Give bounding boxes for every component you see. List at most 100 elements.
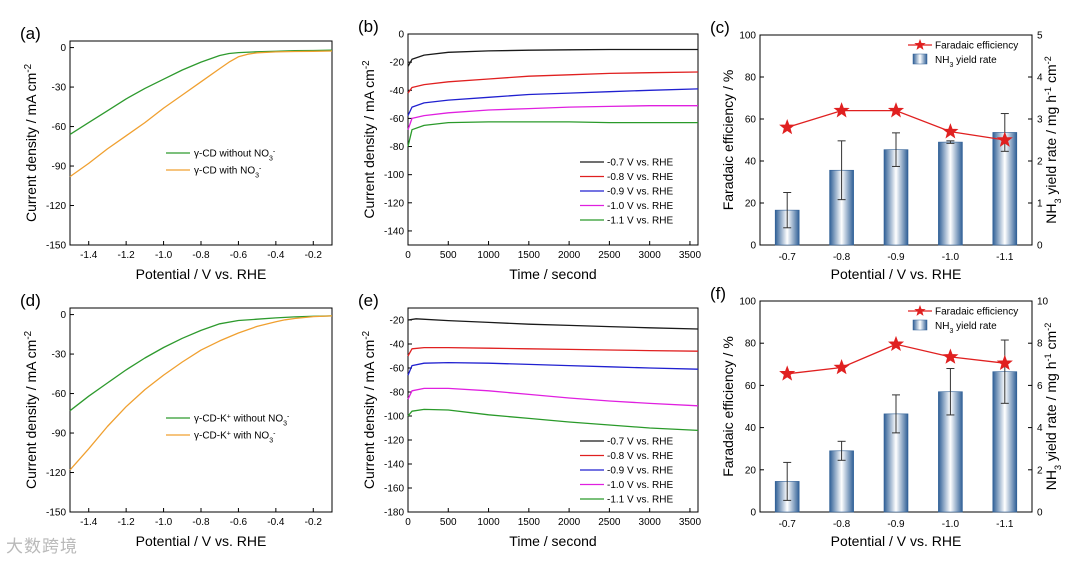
y2-axis-title: NH3 yield rate / mg h-1 cm-2 bbox=[1043, 56, 1063, 224]
y-tick-label: 100 bbox=[739, 297, 756, 308]
x-tick-label: -0.7 bbox=[779, 519, 797, 530]
y-axis-title: Current density / mA cm-2 bbox=[361, 60, 378, 218]
y-tick-label: -60 bbox=[390, 114, 405, 125]
x-tick-label: -0.8 bbox=[833, 519, 851, 530]
x-tick-label: 3500 bbox=[679, 517, 702, 528]
legend-star-icon bbox=[914, 305, 926, 316]
bar-nh3-yield-0-8 bbox=[829, 450, 854, 513]
y-tick-label: -20 bbox=[390, 58, 405, 69]
y2-tick-label: 5 bbox=[1037, 31, 1043, 42]
fe-point-0-8 bbox=[833, 359, 850, 375]
y-tick-label: 60 bbox=[745, 381, 757, 392]
x-tick-label: -1.0 bbox=[155, 250, 173, 261]
x-tick-label: -1.1 bbox=[996, 519, 1014, 530]
x-tick-label: -1.4 bbox=[80, 517, 98, 528]
legend-label-0-8-v-vs-rhe: -0.8 V vs. RHE bbox=[607, 172, 673, 183]
x-tick-label: 500 bbox=[440, 517, 457, 528]
x-tick-label: 1000 bbox=[477, 517, 500, 528]
legend-swatch bbox=[912, 53, 928, 65]
x-tick-label: -1.4 bbox=[80, 250, 98, 261]
y-tick-label: -80 bbox=[390, 388, 405, 399]
panel-b: 0 -20 -40 -60 -80 -100 -120 -140 0 500 1000 1500 200… bbox=[358, 17, 702, 282]
y2-tick-label: 4 bbox=[1037, 73, 1043, 84]
series-line-faradaic-efficiency bbox=[787, 343, 1005, 375]
x-tick-label: -0.9 bbox=[887, 252, 905, 263]
y-tick-label: -120 bbox=[384, 436, 404, 447]
y-tick-label: -40 bbox=[390, 86, 405, 97]
x-tick-label: -0.8 bbox=[192, 517, 210, 528]
y-tick-label: -60 bbox=[52, 122, 67, 133]
x-tick-label: 2500 bbox=[598, 250, 621, 261]
x-tick-label: -0.6 bbox=[230, 250, 248, 261]
x-tick-label: -0.4 bbox=[267, 517, 285, 528]
legend-label-0-8-v-vs-rhe: -0.8 V vs. RHE bbox=[607, 451, 673, 462]
y2-tick-label: 10 bbox=[1037, 297, 1049, 308]
x-tick-label: -1.0 bbox=[942, 252, 960, 263]
y-axis-title: Current density / mA cm-2 bbox=[361, 331, 378, 489]
y-tick-label: 0 bbox=[60, 310, 66, 321]
y2-tick-label: 0 bbox=[1037, 241, 1043, 252]
fe-point-0-7 bbox=[779, 118, 796, 135]
panel-label-c: (c) bbox=[710, 18, 730, 37]
y-tick-label: 0 bbox=[750, 508, 756, 519]
watermark-text: 大数跨境 bbox=[6, 537, 78, 556]
y-tick-label: -90 bbox=[52, 162, 67, 173]
y2-tick-label: 4 bbox=[1037, 423, 1043, 434]
series-line-1-1-v-vs-rhe bbox=[407, 121, 698, 147]
y-tick-label: 0 bbox=[60, 43, 66, 54]
legend-label-1-1-v-vs-rhe: -1.1 V vs. RHE bbox=[607, 495, 673, 506]
fe-point-1-0 bbox=[942, 348, 959, 364]
series-line-gamma-cd-k-with-no3 bbox=[69, 315, 333, 471]
plot-frame bbox=[407, 33, 699, 246]
x-tick-label: -0.7 bbox=[779, 252, 797, 263]
x-tick-label: 3500 bbox=[679, 250, 702, 261]
y2-tick-label: 2 bbox=[1037, 465, 1043, 476]
y2-tick-label: 1 bbox=[1037, 199, 1043, 210]
y-tick-label: 20 bbox=[745, 465, 757, 476]
legend-label-0-9-v-vs-rhe: -0.9 V vs. RHE bbox=[607, 187, 673, 198]
y-tick-label: -120 bbox=[384, 198, 404, 209]
x-tick-label: -1.2 bbox=[118, 517, 136, 528]
y-tick-label: -100 bbox=[384, 170, 404, 181]
series-line-1-0-v-vs-rhe bbox=[407, 387, 699, 407]
series-line-gamma-cd-without-no3 bbox=[69, 49, 333, 135]
series-line-0-7-v-vs-rhe bbox=[407, 318, 699, 330]
fe-point-1-0 bbox=[942, 123, 959, 139]
legend-swatch bbox=[912, 319, 928, 331]
y-tick-label: -140 bbox=[384, 226, 404, 237]
y2-tick-label: 3 bbox=[1037, 115, 1043, 126]
y-tick-label: -80 bbox=[390, 142, 405, 153]
y-tick-label: -180 bbox=[384, 508, 404, 519]
x-tick-label: 2000 bbox=[558, 250, 581, 261]
y-tick-label: -90 bbox=[52, 429, 67, 440]
series-line-1-1-v-vs-rhe bbox=[407, 408, 699, 432]
legend-label-0-7-v-vs-rhe: -0.7 V vs. RHE bbox=[607, 158, 673, 169]
x-tick-label: -0.2 bbox=[305, 250, 323, 261]
x-axis-title: Potential / V vs. RHE bbox=[831, 266, 962, 282]
y-tick-label: -140 bbox=[384, 460, 404, 471]
legend-label-1-1-v-vs-rhe: -1.1 V vs. RHE bbox=[607, 216, 673, 227]
y2-tick-label: 6 bbox=[1037, 381, 1043, 392]
series-line-gamma-cd-k-without-no3 bbox=[69, 315, 333, 412]
panel-label-e: (e) bbox=[358, 291, 379, 310]
fe-point-0-8 bbox=[833, 102, 850, 118]
y-tick-label: 40 bbox=[745, 157, 757, 168]
legend-label-0-7-v-vs-rhe: -0.7 V vs. RHE bbox=[607, 437, 673, 448]
y2-axis-title: NH3 yield rate / mg h-1 cm-2 bbox=[1043, 323, 1063, 491]
plot-frame bbox=[69, 40, 333, 246]
x-tick-label: 0 bbox=[405, 250, 411, 261]
panel-label-a: (a) bbox=[20, 24, 41, 43]
y-tick-label: -60 bbox=[52, 389, 67, 400]
series-line-0-9-v-vs-rhe bbox=[407, 88, 699, 116]
y-axis-title: Faradaic efficiency / % bbox=[720, 336, 736, 477]
panel-a: 0 -30 -60 -90 -120 -150 -1.4 -1.2 -1.0 -0.8 -0.6 -0… bbox=[20, 24, 333, 282]
panel-label-d: (d) bbox=[20, 291, 41, 310]
y-axis-title: Current density / mA cm-2 bbox=[23, 64, 40, 222]
series-line-0-8-v-vs-rhe bbox=[407, 346, 699, 357]
y-tick-label: -100 bbox=[384, 412, 404, 423]
series-line-0-9-v-vs-rhe bbox=[407, 361, 699, 376]
x-tick-label: -0.6 bbox=[230, 517, 248, 528]
x-tick-label: 2500 bbox=[598, 517, 621, 528]
